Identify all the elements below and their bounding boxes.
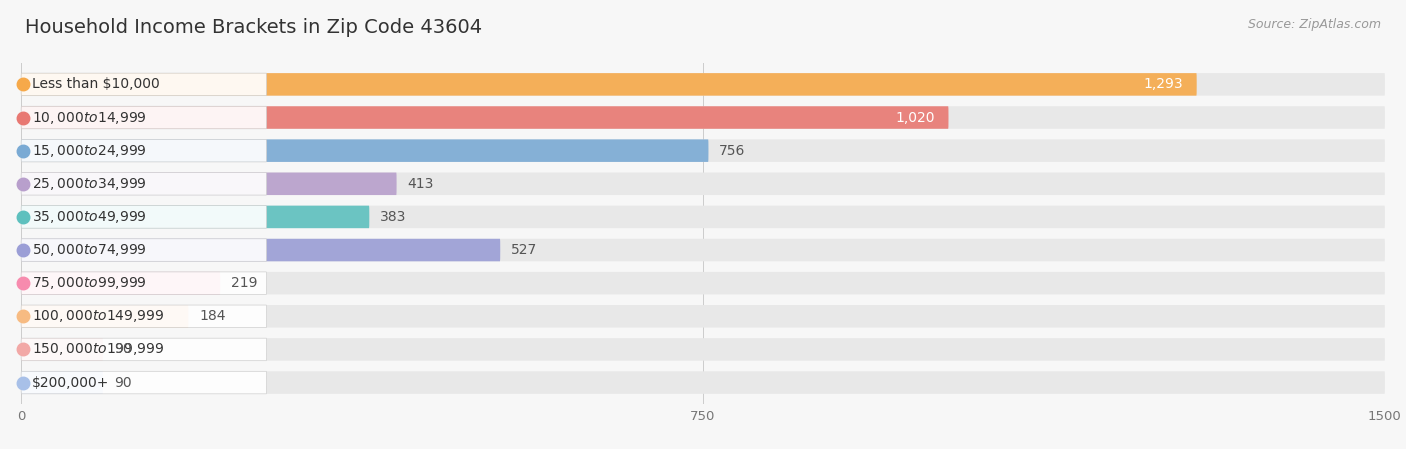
FancyBboxPatch shape [21,305,188,328]
Text: $10,000 to $14,999: $10,000 to $14,999 [32,110,148,126]
FancyBboxPatch shape [21,371,267,394]
FancyBboxPatch shape [21,206,1385,228]
FancyBboxPatch shape [21,239,501,261]
FancyBboxPatch shape [21,371,1385,394]
FancyBboxPatch shape [21,338,1385,361]
FancyBboxPatch shape [21,172,396,195]
Text: 1,293: 1,293 [1143,77,1182,92]
FancyBboxPatch shape [21,338,103,361]
FancyBboxPatch shape [21,172,267,195]
FancyBboxPatch shape [21,305,1385,328]
FancyBboxPatch shape [21,272,221,295]
FancyBboxPatch shape [21,139,709,162]
FancyBboxPatch shape [21,272,267,295]
FancyBboxPatch shape [21,371,103,394]
FancyBboxPatch shape [21,73,267,96]
Text: $50,000 to $74,999: $50,000 to $74,999 [32,242,148,258]
FancyBboxPatch shape [21,338,267,361]
Text: 90: 90 [114,343,131,357]
FancyBboxPatch shape [21,106,949,129]
Text: Less than $10,000: Less than $10,000 [32,77,160,92]
Text: 90: 90 [114,375,131,390]
Text: 413: 413 [408,177,434,191]
Text: $25,000 to $34,999: $25,000 to $34,999 [32,176,148,192]
Text: $75,000 to $99,999: $75,000 to $99,999 [32,275,148,291]
Text: Source: ZipAtlas.com: Source: ZipAtlas.com [1247,18,1381,31]
Text: 527: 527 [512,243,537,257]
Text: 219: 219 [231,276,257,290]
Text: $15,000 to $24,999: $15,000 to $24,999 [32,143,148,158]
Text: 383: 383 [380,210,406,224]
Text: $200,000+: $200,000+ [32,375,110,390]
Text: $35,000 to $49,999: $35,000 to $49,999 [32,209,148,225]
FancyBboxPatch shape [21,73,1385,96]
FancyBboxPatch shape [21,239,267,261]
FancyBboxPatch shape [21,272,1385,295]
FancyBboxPatch shape [21,139,267,162]
Text: 184: 184 [200,309,226,323]
FancyBboxPatch shape [21,139,1385,162]
FancyBboxPatch shape [21,73,1197,96]
FancyBboxPatch shape [21,239,1385,261]
FancyBboxPatch shape [21,106,267,129]
Text: 1,020: 1,020 [896,110,935,124]
FancyBboxPatch shape [21,206,370,228]
Text: 756: 756 [720,144,745,158]
FancyBboxPatch shape [21,305,267,328]
FancyBboxPatch shape [21,206,267,228]
Text: Household Income Brackets in Zip Code 43604: Household Income Brackets in Zip Code 43… [25,18,482,37]
FancyBboxPatch shape [21,172,1385,195]
Text: $100,000 to $149,999: $100,000 to $149,999 [32,308,165,324]
Text: $150,000 to $199,999: $150,000 to $199,999 [32,341,165,357]
FancyBboxPatch shape [21,106,1385,129]
